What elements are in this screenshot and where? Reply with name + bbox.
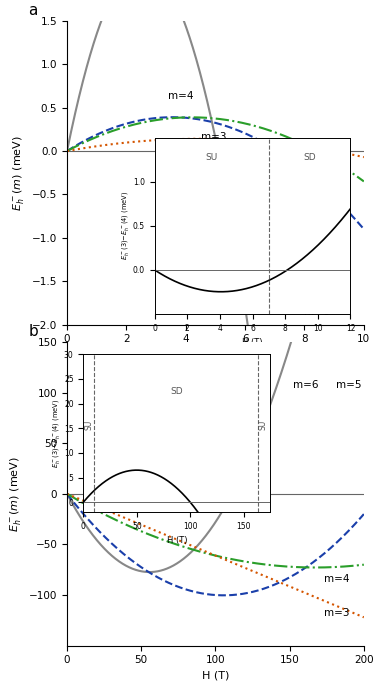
Text: m=3: m=3 bbox=[324, 608, 349, 618]
Text: a: a bbox=[28, 3, 38, 18]
Text: m=6: m=6 bbox=[304, 306, 330, 317]
Y-axis label: $E_h^-(m)$ (meV): $E_h^-(m)$ (meV) bbox=[11, 135, 26, 211]
X-axis label: H (T): H (T) bbox=[202, 350, 229, 360]
Text: m=3: m=3 bbox=[201, 132, 226, 142]
Text: b: b bbox=[28, 324, 38, 339]
Text: m=6: m=6 bbox=[293, 380, 318, 389]
Text: m=5: m=5 bbox=[336, 380, 361, 389]
Text: m=5: m=5 bbox=[316, 200, 342, 210]
Text: m=4: m=4 bbox=[168, 91, 193, 101]
Y-axis label: $E_h^-(m)$ (meV): $E_h^-(m)$ (meV) bbox=[8, 456, 23, 532]
Text: m=4: m=4 bbox=[324, 574, 349, 584]
X-axis label: H (T): H (T) bbox=[202, 671, 229, 681]
